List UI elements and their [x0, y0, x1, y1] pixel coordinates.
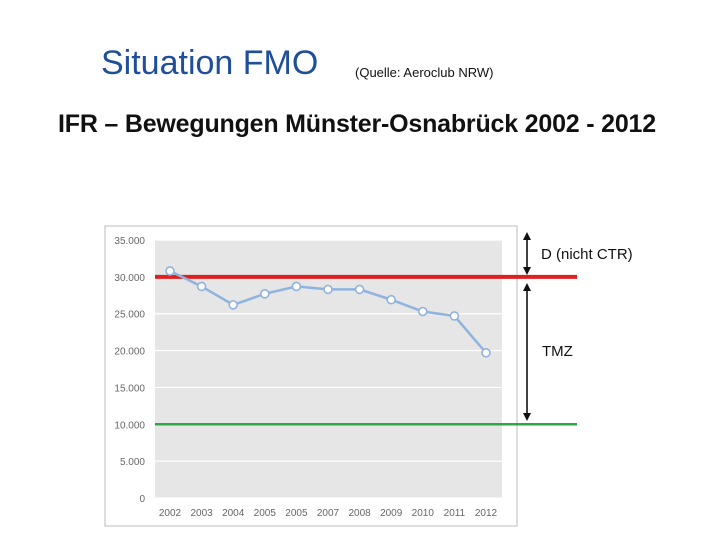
data-point — [323, 284, 333, 295]
y-tick-label: 25.000 — [114, 310, 145, 321]
data-point — [481, 347, 491, 358]
x-tick-label: 2005 — [254, 508, 277, 519]
y-tick-label: 15.000 — [114, 383, 145, 394]
data-point — [228, 300, 238, 310]
x-tick-label: 2005 — [285, 508, 308, 519]
x-tick-label: 2004 — [222, 508, 245, 519]
plot-area — [155, 240, 502, 498]
data-point — [354, 284, 365, 295]
x-tick-label: 2007 — [317, 508, 340, 519]
y-tick-label: 35.000 — [114, 236, 145, 247]
y-tick-label: 0 — [139, 494, 145, 505]
upper-zone-label: D (nicht CTR) — [541, 246, 633, 263]
x-tick-label: 2010 — [412, 508, 435, 519]
y-tick-label: 10.000 — [114, 420, 145, 431]
x-tick-label: 2012 — [475, 508, 498, 519]
data-point — [291, 281, 302, 292]
upper-zone-arrow-head-up — [523, 232, 531, 240]
x-tick-label: 2002 — [159, 508, 182, 519]
source-note: (Quelle: Aeroclub NRW) — [355, 65, 494, 80]
data-point — [417, 306, 428, 317]
upper-zone-arrow-head-down — [523, 267, 531, 275]
lower-zone-arrow-head-down — [523, 413, 531, 421]
data-point — [259, 289, 270, 299]
data-point — [165, 266, 175, 276]
data-point — [196, 281, 207, 292]
lower-zone-label: TMZ — [542, 343, 573, 360]
chart-heading: IFR – Bewegungen Münster-Osnabrück 2002 … — [58, 110, 656, 138]
slide-title: Situation FMO — [101, 44, 319, 82]
data-point — [386, 294, 397, 305]
lower-zone-arrow-head-up — [523, 283, 531, 291]
x-tick-label: 2009 — [380, 508, 403, 519]
x-tick-label: 2008 — [348, 508, 371, 519]
y-tick-label: 20.000 — [114, 347, 145, 358]
x-tick-label: 2003 — [190, 508, 213, 519]
y-tick-label: 5.000 — [120, 457, 145, 468]
x-tick-label: 2011 — [444, 508, 466, 519]
y-tick-label: 30.000 — [114, 273, 145, 284]
data-point — [449, 311, 460, 321]
